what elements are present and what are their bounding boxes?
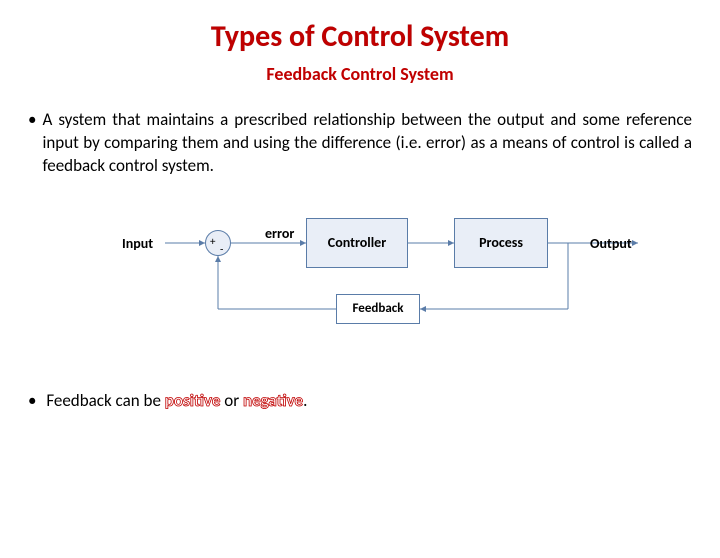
footer-bullet: • Feedback can be positive or negative. [28,390,692,411]
footer-mid: or [220,390,243,411]
footer-prefix: Feedback can be [46,390,164,411]
bullet-dot: • [28,109,36,178]
minus-sign: - [220,243,223,256]
plus-sign: + [210,235,215,248]
positive-highlight: positive [165,390,221,411]
summing-junction: + - [205,230,231,256]
footer-suffix: . [303,390,307,411]
input-label: Input [122,235,153,252]
error-label: error [265,225,294,242]
feedback-block: Feedback [336,294,420,324]
output-label: Output [590,235,632,252]
controller-block: Controller [306,218,408,268]
negative-highlight: negative [243,390,303,411]
page-subtitle: Feedback Control System [0,63,720,85]
definition-bullet: • A system that maintains a prescribed r… [28,109,692,178]
bullet-dot: • [28,390,36,411]
feedback-diagram: Input error Output + - Controller Proces… [70,208,650,348]
process-block: Process [454,218,548,268]
page-title: Types of Control System [0,18,720,55]
definition-text: A system that maintains a prescribed rel… [42,109,692,178]
